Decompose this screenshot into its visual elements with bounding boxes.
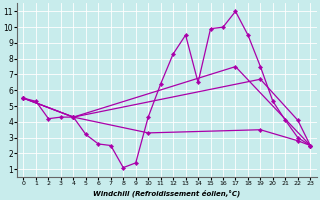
X-axis label: Windchill (Refroidissement éolien,°C): Windchill (Refroidissement éolien,°C) bbox=[93, 189, 241, 197]
